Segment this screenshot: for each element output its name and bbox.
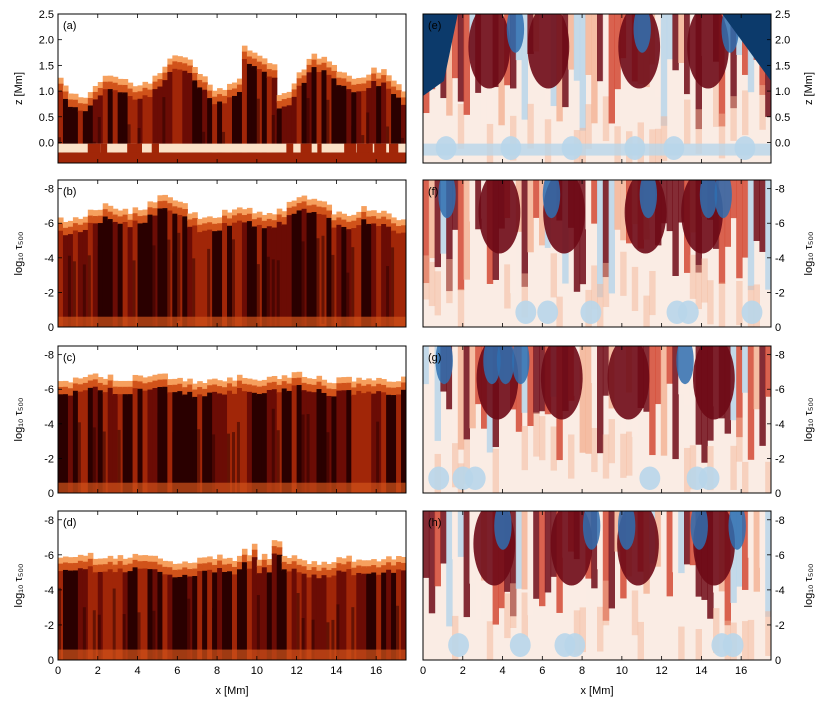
y-tick-label: -2	[775, 453, 785, 465]
y-tick-label: 0	[48, 488, 54, 500]
y-tick-label: -8	[775, 350, 785, 362]
panel-frame	[422, 510, 772, 661]
y-tick-label: -2	[775, 620, 785, 632]
y-tick-label: -6	[775, 384, 785, 396]
y-tick-label: -8	[44, 515, 54, 527]
panel-b-image	[58, 180, 406, 327]
y-tick-label: -6	[775, 550, 785, 562]
x-tick-label: 14	[330, 665, 342, 677]
y-tick-label: -2	[44, 287, 54, 299]
y-tick-label: -2	[44, 453, 54, 465]
y-tick-label: 2.5	[775, 9, 790, 21]
panel-label: (f)	[428, 186, 438, 198]
y-tick-label: 0.5	[39, 112, 54, 124]
panel-a-image	[58, 14, 406, 163]
panel-label: (c)	[63, 352, 76, 364]
panel-label: (d)	[63, 517, 76, 529]
y-tick-label: 0.5	[775, 112, 790, 124]
panel-label: (a)	[63, 20, 76, 32]
x-tick-label: 8	[214, 665, 220, 677]
x-tick-label: 4	[134, 665, 140, 677]
panel-g-image	[423, 346, 771, 493]
x-tick-label: 0	[55, 665, 61, 677]
y-tick-label: 1.5	[775, 60, 790, 72]
y-tick-label: -2	[775, 287, 785, 299]
panel-frame	[57, 510, 407, 661]
y-tick-label: -4	[44, 419, 54, 431]
x-tick-label: 2	[95, 665, 101, 677]
y-tick-label: 0	[775, 322, 781, 334]
panel-frame	[57, 179, 407, 328]
panel-c-image	[58, 346, 406, 493]
y-tick-label: -6	[44, 384, 54, 396]
y-tick-label: 0	[775, 488, 781, 500]
y-tick-label: -4	[775, 419, 785, 431]
panel-label: (b)	[63, 186, 76, 198]
axes: (a) 2.5 2.0 1.5 1.0 0.5 0.0 z [Mm] (b) -8 -6 -4 -2 0 l…	[13, 9, 815, 697]
y-axis-label: z [Mm]	[13, 72, 25, 105]
y-axis-label: log₁₀ τ₅₀₀	[13, 564, 25, 608]
y-tick-label: -6	[775, 218, 785, 230]
y-tick-label: -4	[44, 585, 54, 597]
panel-d-image	[58, 511, 406, 660]
x-axis-label: x [Mm]	[216, 685, 249, 697]
y-tick-label: -4	[775, 585, 785, 597]
y-tick-label: 1.5	[39, 60, 54, 72]
panel-frame	[57, 13, 407, 164]
x-tick-label: 4	[499, 665, 505, 677]
y-tick-label: -8	[775, 184, 785, 196]
panel-f-image	[423, 180, 771, 327]
y-tick-label: 0	[775, 655, 781, 667]
y-axis-label: z [Mm]	[803, 72, 815, 105]
x-tick-label: 0	[420, 665, 426, 677]
y-axis-label: log₁₀ τ₅₀₀	[803, 398, 815, 442]
x-tick-label: 10	[251, 665, 263, 677]
panel-frame	[422, 345, 772, 494]
y-axis-label: log₁₀ τ₅₀₀	[13, 398, 25, 442]
y-tick-label: -6	[44, 550, 54, 562]
x-tick-label: 16	[370, 665, 382, 677]
panel-label: (e)	[428, 20, 441, 32]
x-tick-label: 6	[539, 665, 545, 677]
panel-frame	[422, 179, 772, 328]
y-tick-label: 0.0	[39, 137, 54, 149]
panel-label: (h)	[428, 517, 441, 529]
y-tick-label: -8	[44, 184, 54, 196]
y-tick-label: 1.0	[39, 86, 54, 98]
panel-h-image	[423, 511, 771, 660]
x-tick-label: 12	[291, 665, 303, 677]
x-axis-label: x [Mm]	[581, 685, 614, 697]
y-tick-label: -4	[775, 253, 785, 265]
y-axis-label: log₁₀ τ₅₀₀	[803, 564, 815, 608]
y-axis-label: log₁₀ τ₅₀₀	[803, 232, 815, 276]
x-tick-label: 8	[579, 665, 585, 677]
y-axis-label: log₁₀ τ₅₀₀	[13, 232, 25, 276]
panels	[58, 14, 771, 660]
y-tick-label: 2.0	[775, 35, 790, 47]
y-tick-label: -8	[44, 350, 54, 362]
y-tick-label: 2.5	[39, 9, 54, 21]
x-tick-label: 10	[616, 665, 628, 677]
y-tick-label: 0	[48, 322, 54, 334]
y-tick-label: 0.0	[775, 137, 790, 149]
y-tick-label: 1.0	[775, 86, 790, 98]
y-tick-label: -2	[44, 620, 54, 632]
panel-frame	[57, 345, 407, 494]
y-tick-label: -8	[775, 515, 785, 527]
x-tick-label: 12	[656, 665, 668, 677]
y-tick-label: -4	[44, 253, 54, 265]
panel-e-image	[423, 14, 771, 163]
x-tick-label: 6	[174, 665, 180, 677]
panel-label: (g)	[428, 352, 441, 364]
y-tick-label: 0	[48, 655, 54, 667]
y-tick-label: -6	[44, 218, 54, 230]
x-tick-label: 14	[695, 665, 707, 677]
x-tick-label: 16	[735, 665, 747, 677]
y-tick-label: 2.0	[39, 35, 54, 47]
panel-frame	[422, 13, 772, 164]
x-tick-label: 2	[460, 665, 466, 677]
